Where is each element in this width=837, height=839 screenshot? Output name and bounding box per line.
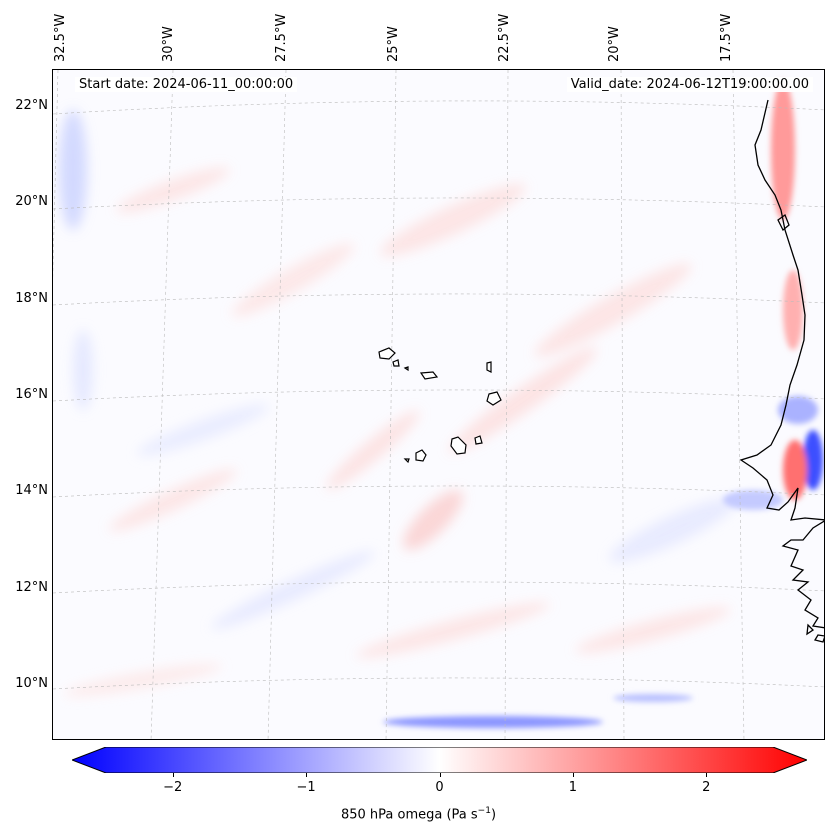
lat-label: 16°N [15, 387, 48, 402]
colorbar-tick-label: −2 [163, 780, 183, 795]
colorbar-label: 850 hPa omega (Pa s−1) [0, 806, 837, 822]
colorbar-units: (Pa s [446, 807, 478, 823]
graticule [53, 70, 824, 739]
lat-label: 14°N [15, 483, 48, 498]
lon-label: 27.5°W [274, 13, 289, 62]
valid-date-label: Valid_date: 2024-06-12T19:00:00.00 [566, 77, 813, 92]
colorbar-tick-mark [172, 773, 174, 777]
colorbar [72, 747, 807, 773]
colorbar-tick-label: 1 [568, 780, 578, 795]
colorbar-units-close: ) [490, 807, 497, 823]
lat-label: 20°N [15, 194, 48, 209]
lat-label: 12°N [15, 580, 48, 595]
lat-label: 22°N [15, 98, 48, 113]
colorbar-variable: 850 hPa omega [340, 807, 443, 823]
lon-label: 17.5°W [719, 13, 734, 62]
omega-field [59, 110, 737, 696]
colorbar-tick-mark [706, 773, 708, 777]
lon-label: 32.5°W [53, 13, 68, 62]
colorbar-tick-label: −1 [296, 780, 316, 795]
colorbar-tick-label: 2 [702, 780, 711, 795]
lat-label: 10°N [15, 676, 48, 691]
map-panel [52, 69, 825, 740]
start-date-label: Start date: 2024-06-11_00:00:00 [75, 77, 298, 92]
lat-label: 18°N [15, 291, 48, 306]
colorbar-tick-mark [572, 773, 574, 777]
lon-label: 22.5°W [497, 13, 512, 62]
omega-field-map [53, 70, 824, 739]
lon-label: 20°W [607, 26, 622, 62]
colorbar-tick-mark [439, 773, 441, 777]
lon-label: 30°W [161, 26, 176, 62]
colorbar-units-exponent: −1 [477, 806, 491, 816]
colorbar-tick-label: 0 [435, 780, 444, 795]
lon-label: 25°W [386, 26, 401, 62]
african-coastline [739, 99, 824, 643]
cape-verde-islands [378, 347, 502, 464]
colorbar-tick-mark [306, 773, 308, 777]
